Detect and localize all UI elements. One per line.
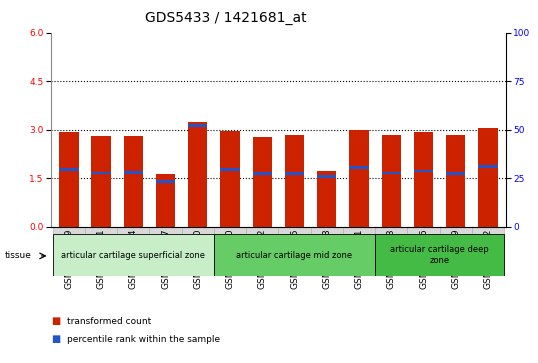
Bar: [221, 131, 240, 227]
Bar: [156, 175, 175, 227]
Text: tissue: tissue: [4, 252, 31, 260]
Bar: [214, 234, 375, 276]
Bar: [221, 168, 240, 171]
Text: ■: ■: [51, 334, 60, 344]
Text: articular cartilage deep
zone: articular cartilage deep zone: [390, 245, 489, 265]
Bar: [117, 227, 150, 244]
Bar: [349, 130, 369, 227]
Bar: [478, 165, 498, 168]
Bar: [375, 234, 504, 276]
Bar: [253, 137, 272, 227]
Bar: [59, 168, 79, 171]
Bar: [156, 180, 175, 183]
Text: articular cartilage mid zone: articular cartilage mid zone: [237, 250, 352, 260]
Bar: [188, 124, 208, 127]
Bar: [381, 135, 401, 227]
Bar: [53, 227, 85, 244]
Bar: [279, 227, 310, 244]
Bar: [124, 136, 143, 227]
Bar: [91, 172, 111, 175]
Bar: [285, 135, 304, 227]
Bar: [246, 227, 279, 244]
Bar: [440, 227, 472, 244]
Bar: [446, 135, 465, 227]
Bar: [343, 227, 375, 244]
Text: GDS5433 / 1421681_at: GDS5433 / 1421681_at: [145, 11, 307, 25]
Bar: [91, 136, 111, 227]
Bar: [414, 170, 433, 172]
Text: ■: ■: [51, 316, 60, 326]
Bar: [310, 227, 343, 244]
Bar: [59, 132, 79, 227]
Bar: [285, 172, 304, 175]
Bar: [381, 172, 401, 175]
Text: percentile rank within the sample: percentile rank within the sample: [67, 335, 221, 344]
Text: articular cartilage superficial zone: articular cartilage superficial zone: [61, 250, 206, 260]
Bar: [407, 227, 440, 244]
Bar: [214, 227, 246, 244]
Bar: [317, 171, 336, 227]
Bar: [478, 128, 498, 227]
Bar: [317, 175, 336, 178]
Bar: [414, 132, 433, 227]
Bar: [182, 227, 214, 244]
Bar: [253, 172, 272, 175]
Bar: [472, 227, 504, 244]
Bar: [188, 122, 208, 227]
Bar: [53, 234, 214, 276]
Bar: [124, 171, 143, 175]
Text: transformed count: transformed count: [67, 317, 152, 326]
Bar: [375, 227, 407, 244]
Bar: [150, 227, 182, 244]
Bar: [446, 172, 465, 175]
Bar: [349, 166, 369, 169]
Bar: [85, 227, 117, 244]
